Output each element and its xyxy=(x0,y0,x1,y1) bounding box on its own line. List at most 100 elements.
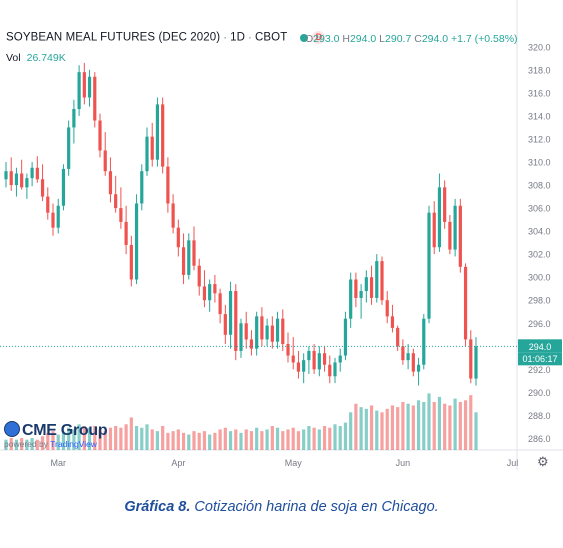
cme-logo[interactable]: CME Group powered by TradingView xyxy=(4,421,108,449)
y-tick-label: 320.0 xyxy=(528,42,551,52)
interval-label[interactable]: 1D xyxy=(230,31,246,44)
candle-body xyxy=(145,136,149,172)
delayed-badge[interactable]: D xyxy=(312,31,326,44)
candle-body xyxy=(302,360,306,372)
y-tick-label: 308.0 xyxy=(528,181,551,191)
volume-bar xyxy=(4,439,8,450)
volume-bar xyxy=(20,438,24,450)
candle-body xyxy=(46,196,50,213)
volume-bar xyxy=(401,402,405,450)
candle-body xyxy=(249,339,254,349)
candle-body xyxy=(25,178,29,188)
candle-body xyxy=(286,344,290,356)
volume-bar xyxy=(390,405,395,450)
candle-body xyxy=(40,179,45,197)
candle-body xyxy=(427,212,431,319)
y-tick-label: 306.0 xyxy=(528,204,551,214)
volume-value: 26.749K xyxy=(26,52,66,64)
y-tick-label: 300.0 xyxy=(528,273,551,283)
volume-bar xyxy=(171,431,175,450)
volume-bar xyxy=(260,431,264,450)
y-tick-label: 290.0 xyxy=(528,388,551,398)
volume-bar xyxy=(213,432,217,450)
candle-body xyxy=(213,284,217,294)
candle-body xyxy=(171,203,175,228)
globe-icon xyxy=(4,421,20,437)
candle-body xyxy=(218,293,222,315)
volume-bar xyxy=(328,427,332,450)
candle-body xyxy=(369,277,374,298)
volume-bar xyxy=(249,431,254,450)
logo-name: CME Group xyxy=(22,422,108,439)
volume-bar xyxy=(255,427,259,450)
candle-body xyxy=(275,318,280,342)
gear-icon[interactable]: ⚙ xyxy=(537,454,549,469)
candle-body xyxy=(9,171,13,186)
volume-bar xyxy=(354,403,358,450)
symbol-title[interactable]: SOYBEAN MEAL FUTURES (DEC 2020) xyxy=(6,31,221,44)
price-chart[interactable]: 286.0 288.0 290.0 292.0 294.0 296.0 298.0 300.0… xyxy=(0,0,563,470)
volume-bar xyxy=(416,400,421,450)
volume-bar xyxy=(270,426,274,450)
volume-bar xyxy=(93,426,97,450)
volume-bar xyxy=(422,402,426,450)
x-tick-label: May xyxy=(285,458,303,468)
x-tick-label: Mar xyxy=(50,458,66,468)
volume-bar xyxy=(208,434,212,450)
volume-bar xyxy=(124,424,128,450)
volume-bar xyxy=(427,393,431,450)
volume-bar xyxy=(396,407,400,450)
volume-bar xyxy=(291,427,295,450)
candle-body xyxy=(443,187,447,222)
volume-bar xyxy=(82,426,86,450)
volume-bar xyxy=(61,432,66,450)
volume-bar xyxy=(192,431,196,450)
market-status-icon xyxy=(300,33,309,42)
candle-body xyxy=(234,291,238,351)
volume-bar xyxy=(312,427,316,450)
candle-body xyxy=(463,266,468,340)
volume-bars xyxy=(4,393,478,450)
candle-body xyxy=(51,212,55,228)
candle-body xyxy=(270,325,274,342)
x-tick-label: Apr xyxy=(171,458,185,468)
platform-name[interactable]: TradingView xyxy=(50,439,97,449)
y-tick-label: 288.0 xyxy=(528,411,551,421)
candle-body xyxy=(328,364,332,377)
open-value: 293.0 xyxy=(313,33,340,45)
last-price-tag xyxy=(518,339,562,353)
volume-bar xyxy=(338,426,342,450)
volume-bar xyxy=(161,426,165,450)
candle-body xyxy=(14,173,19,186)
candle-body xyxy=(119,208,123,222)
candle-body xyxy=(317,353,321,370)
chart-frame: 286.0 288.0 290.0 292.0 294.0 296.0 298.0 300.0… xyxy=(0,0,563,470)
chart-header: SOYBEAN MEAL FUTURES (DEC 2020) · 1D · CBOT … xyxy=(6,31,326,44)
volume-label: Vol xyxy=(6,52,21,64)
high-label: H xyxy=(342,33,350,45)
candle-body xyxy=(155,104,160,160)
x-tick-label: Jun xyxy=(396,458,411,468)
volume-bar xyxy=(98,429,102,450)
volume-bar xyxy=(56,434,60,450)
volume-bar xyxy=(197,432,201,450)
volume-bar xyxy=(72,429,76,450)
caption-label: Gráfica 8. xyxy=(124,499,191,515)
volume-bar xyxy=(369,405,374,450)
ohlc-readout: O293.0 H294.0 L290.7 C294.0 +1.7 (+0.58%… xyxy=(305,33,518,45)
volume-bar xyxy=(176,429,180,450)
candle-body xyxy=(406,353,410,361)
countdown-label: 01:06:17 xyxy=(522,354,557,364)
time-axis: MarAprMayJunJul27 xyxy=(50,458,518,468)
volume-bar xyxy=(140,427,144,450)
candle-body xyxy=(474,346,478,379)
volume-bar xyxy=(443,403,447,450)
close-value: 294.0 xyxy=(421,33,449,45)
candle-body xyxy=(385,300,389,317)
volume-bar xyxy=(322,426,327,450)
volume-bar xyxy=(453,398,457,450)
y-tick-label: 302.0 xyxy=(528,250,551,260)
candle-body xyxy=(161,104,165,167)
volume-bar xyxy=(166,432,170,450)
candle-body xyxy=(448,221,452,250)
